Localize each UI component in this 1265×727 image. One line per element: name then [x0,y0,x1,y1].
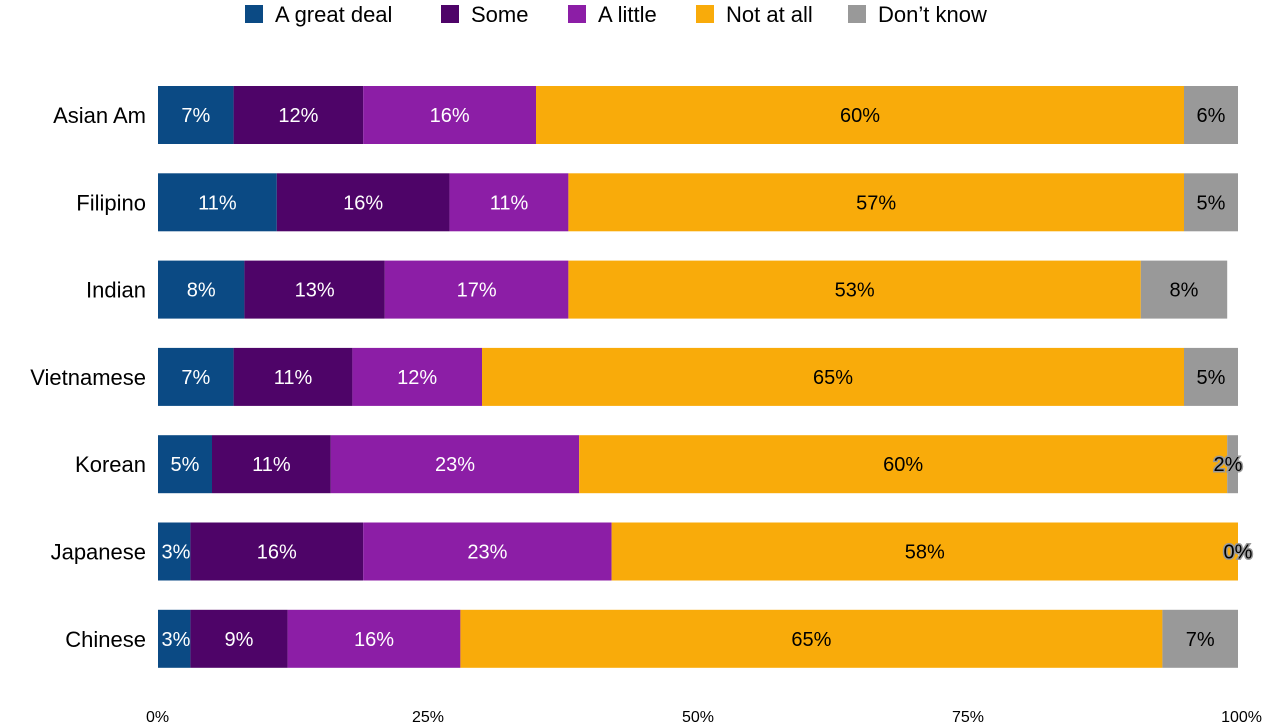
data-label-indian-don-t-know: 8% [1170,280,1199,302]
data-label-asian-am-don-t-know: 6% [1197,105,1226,127]
bar-korean-some [212,435,331,494]
data-label-vietnamese-not-at-all: 65% [813,367,853,389]
data-label-asian-am-some: 12% [278,105,318,127]
legend-swatch-a-little [568,5,586,23]
data-label-japanese-a-little: 23% [467,542,507,564]
bar-japanese-not-at-all [611,522,1238,581]
data-label-indian-a-great-deal: 8% [187,280,216,302]
category-label-asian-am: Asian Am [53,103,146,128]
data-label-korean-a-great-deal: 5% [171,454,200,476]
bar-indian-a-great-deal [158,260,245,319]
bar-chinese-a-little [287,609,461,668]
data-label-japanese-a-great-deal: 3% [162,542,191,564]
legend-swatch-not-at-all [696,5,714,23]
bar-asian-am-don-t-know [1184,86,1238,144]
bar-vietnamese-not-at-all [482,347,1184,406]
bars: 7% 12% 16% 60% 6% 11% 16% 11% 57% 5% 8% 13% 17% 53% 8%… [158,86,1254,668]
bar-vietnamese-a-great-deal [158,347,234,406]
bar-filipino-some [276,173,450,232]
bar-indian-some [244,260,385,319]
bar-filipino-a-great-deal [158,173,277,232]
bar-chinese-not-at-all [460,609,1163,668]
data-label-filipino-a-great-deal: 11% [198,192,237,214]
x-tick-label-50: 50% [682,709,714,726]
bar-vietnamese-a-little [352,347,482,406]
legend-swatch-some [441,5,459,23]
bar-asian-am-a-little [363,86,536,144]
data-label-japanese-not-at-all: 58% [905,542,945,564]
data-label-korean-don-t-know: 2% [1214,454,1243,476]
bar-indian-not-at-all [568,260,1141,319]
data-label-indian-some: 13% [295,280,335,302]
data-label-vietnamese-some: 11% [274,367,313,389]
data-label-korean-a-little: 23% [435,454,475,476]
data-label-korean-some: 11% [252,454,291,476]
bar-filipino-a-little [449,173,569,232]
bar-asian-am-a-great-deal [158,86,234,144]
bar-filipino-don-t-know [1184,173,1238,232]
category-label-japanese: Japanese [51,540,146,565]
legend-label-a-little: A little [598,2,657,27]
data-label-indian-not-at-all: 53% [835,280,875,302]
bar-chinese-some [190,609,288,668]
legend-label-don-t-know: Don’t know [878,2,987,27]
bar-korean-not-at-all [579,435,1228,494]
data-label-vietnamese-don-t-know: 5% [1197,367,1226,389]
data-label-filipino-a-little: 11% [490,192,529,214]
bar-asian-am-not-at-all [536,86,1184,144]
data-label-chinese-not-at-all: 65% [791,629,831,651]
data-label-asian-am-a-great-deal: 7% [181,105,210,127]
category-labels: Asian Am Filipino Indian Vietnamese Korean Ja… [30,103,146,652]
bar-vietnamese-don-t-know [1184,347,1238,406]
legend-swatch-a-great-deal [245,5,263,23]
legend: A great deal Some A little Not at all Don’t … [245,2,987,27]
data-label-japanese-some: 16% [257,542,297,564]
bar-indian-a-little [384,260,569,319]
data-label-filipino-some: 16% [343,192,383,214]
legend-label-not-at-all: Not at all [726,2,813,27]
bar-vietnamese-some [233,347,353,406]
legend-label-some: Some [471,2,528,27]
data-label-chinese-a-little: 16% [354,629,394,651]
data-label-indian-a-little: 17% [457,280,497,302]
bar-chinese-a-great-deal [158,609,191,668]
x-tick-label-0: 0% [146,709,169,726]
data-label-vietnamese-a-little: 12% [397,367,437,389]
category-label-korean: Korean [75,452,146,477]
data-label-asian-am-a-little: 16% [430,105,470,127]
bar-korean-a-great-deal [158,435,212,494]
data-label-chinese-some: 9% [225,629,254,651]
x-tick-label-100: 100% [1221,709,1262,726]
bar-japanese-some [190,522,364,581]
bar-japanese-a-little [363,522,612,581]
category-label-chinese: Chinese [65,627,146,652]
bar-filipino-not-at-all [568,173,1184,232]
data-label-filipino-not-at-all: 57% [856,192,896,214]
bar-asian-am-some [233,86,364,144]
category-label-filipino: Filipino [76,190,146,215]
bar-japanese-a-great-deal [158,522,191,581]
category-label-indian: Indian [86,278,146,303]
category-label-vietnamese: Vietnamese [30,365,146,390]
bar-korean-a-little [330,435,580,494]
data-label-chinese-don-t-know: 7% [1186,629,1215,651]
x-axis-ticks: 0% 25% 50% 75% 100% [146,709,1262,726]
bar-korean-don-t-know [1227,435,1238,494]
bar-chinese-don-t-know [1162,609,1238,668]
legend-swatch-don-t-know [848,5,866,23]
data-label-filipino-don-t-know: 5% [1197,192,1226,214]
data-label-japanese-don-t-know: 0% [1224,542,1253,564]
x-tick-label-75: 75% [952,709,984,726]
data-label-chinese-a-great-deal: 3% [162,629,191,651]
data-label-korean-not-at-all: 60% [883,454,923,476]
legend-label-a-great-deal: A great deal [275,2,392,27]
data-label-vietnamese-a-great-deal: 7% [181,367,210,389]
bar-indian-don-t-know [1140,260,1228,319]
data-label-asian-am-not-at-all: 60% [840,105,880,127]
x-tick-label-25: 25% [412,709,444,726]
